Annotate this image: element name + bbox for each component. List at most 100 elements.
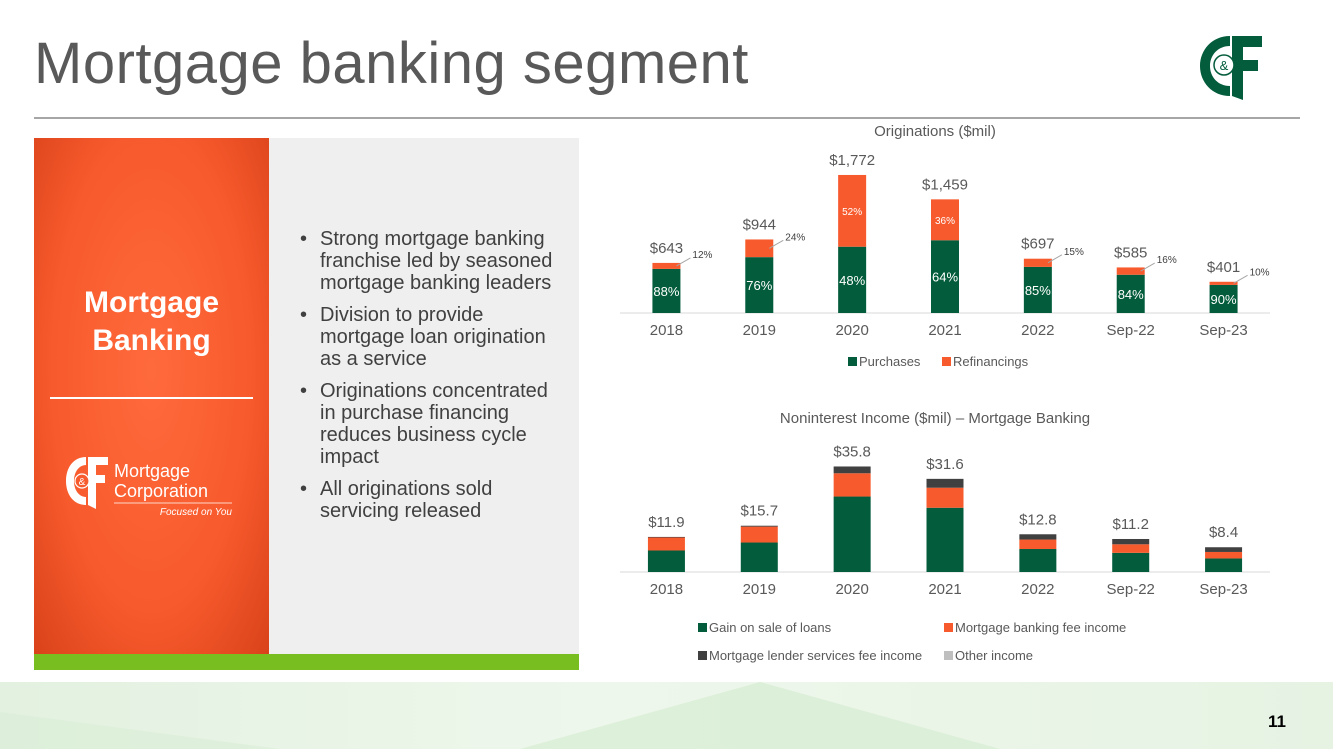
bar-segment: [740, 526, 778, 543]
x-tick-label: Sep-22: [1107, 581, 1155, 598]
bar-segment: [838, 174, 867, 247]
legend-swatch: [698, 651, 707, 660]
x-tick-label: 2019: [743, 581, 776, 598]
legend-label: Refinancings: [953, 354, 1029, 369]
bar-segment: [833, 466, 871, 474]
bullet-icon: •: [300, 478, 308, 500]
logo-tagline: Focused on You: [160, 507, 233, 518]
total-label: $35.8: [833, 443, 871, 460]
legend-swatch: [698, 623, 707, 632]
total-label: $585: [1114, 244, 1147, 261]
legend-label: Other income: [955, 648, 1033, 663]
legend-label: Mortgage lender services fee income: [709, 648, 922, 663]
bar-segment: [838, 246, 867, 313]
label-leader-line: [769, 239, 784, 249]
x-tick-label: Sep-22: [1107, 322, 1155, 339]
legend-swatch: [944, 651, 953, 660]
legend-swatch: [848, 357, 857, 366]
bullet-item: • All originations sold servicing release…: [300, 478, 568, 522]
cf-mortgage-corporation-logo: & Mortgage Corporation Focused on You: [66, 457, 233, 518]
data-label: 15%: [1064, 247, 1084, 258]
x-tick-label: 2019: [743, 322, 776, 339]
label-leader-line: [676, 257, 691, 267]
bar-segment: [1205, 558, 1243, 572]
panel-heading-line2: Banking: [92, 324, 211, 357]
data-label: 48%: [839, 273, 865, 288]
bar-segment: [647, 536, 685, 538]
x-tick-label: 2018: [650, 322, 683, 339]
x-tick-label: 2021: [928, 581, 961, 598]
green-accent-strip: [34, 654, 579, 670]
bar-segment: [745, 239, 774, 258]
bullet-text: Strong mortgage banking franchise led by…: [320, 228, 553, 294]
total-label: $8.4: [1209, 524, 1238, 541]
bullet-text: All originations sold servicing released: [320, 478, 493, 522]
label-leader-line: [1140, 262, 1155, 272]
legend-label: Mortgage banking fee income: [955, 620, 1126, 635]
legend-swatch: [944, 623, 953, 632]
bar-segment: [1019, 549, 1057, 572]
bar-segment: [1112, 544, 1150, 553]
x-tick-label: 2020: [835, 581, 868, 598]
data-label: 76%: [746, 278, 772, 293]
bar-segment: [926, 478, 964, 488]
bar-segment: [1019, 534, 1057, 540]
data-label: 36%: [935, 216, 955, 227]
originations-chart: Originations ($mil) 88% 12% $643 2018 76% 24% $…: [620, 123, 1270, 369]
total-label: $11.2: [1112, 516, 1148, 533]
data-label: 16%: [1157, 255, 1177, 266]
bar-segment: [1112, 538, 1150, 545]
slide-title: Mortgage banking segment: [34, 31, 749, 96]
data-label: 52%: [842, 207, 862, 218]
data-label: 85%: [1025, 283, 1051, 298]
bullet-text: Division to provide mortgage loan origin…: [320, 304, 546, 370]
total-label: $944: [743, 216, 776, 233]
legend-label: Gain on sale of loans: [709, 620, 832, 635]
total-label: $1,459: [922, 176, 968, 193]
data-label: 12%: [692, 250, 712, 261]
x-tick-label: Sep-23: [1199, 322, 1247, 339]
bar-segment: [740, 542, 778, 572]
total-label: $697: [1021, 236, 1054, 253]
bar-segment: [1112, 552, 1150, 572]
bar-segment: [1023, 258, 1052, 267]
title-divider: [34, 117, 1300, 119]
svg-text:&: &: [1220, 58, 1229, 73]
panel-heading: Mortgage Banking: [34, 284, 269, 360]
total-label: $1,772: [829, 152, 875, 169]
bar-segment: [926, 507, 964, 572]
page-number: 11: [1268, 712, 1286, 731]
data-label: 84%: [1118, 287, 1144, 302]
total-label: $643: [650, 240, 683, 257]
svg-text:&: &: [79, 477, 86, 488]
label-leader-line: [1047, 254, 1063, 264]
x-tick-label: 2022: [1021, 581, 1054, 598]
bar-segment: [833, 473, 871, 497]
bar-segment: [1205, 547, 1243, 552]
bar-segment: [652, 268, 681, 313]
bar-segment: [652, 262, 681, 269]
x-tick-label: 2021: [928, 322, 961, 339]
bullet-icon: •: [300, 228, 308, 250]
bar-segment: [647, 537, 685, 551]
label-leader-line: [1233, 274, 1248, 284]
bar-segment: [1019, 539, 1057, 550]
total-label: $12.8: [1019, 511, 1057, 528]
mortgage-banking-panel: Mortgage Banking & Mortgage Corporation …: [34, 138, 269, 654]
chart-title: Originations ($mil): [874, 123, 996, 140]
total-label: $31.6: [926, 456, 964, 473]
bar-segment: [833, 496, 871, 572]
total-label: $401: [1207, 259, 1240, 276]
bar-segment: [740, 525, 778, 527]
total-label: $11.9: [648, 514, 684, 531]
legend-label: Purchases: [859, 354, 921, 369]
data-label: 10%: [1250, 267, 1270, 278]
bullet-item: • Strong mortgage banking franchise led b…: [300, 228, 568, 294]
bar-segment: [1116, 267, 1145, 275]
logo-text-line1: Mortgage: [114, 461, 190, 481]
cf-logo-icon: &: [1200, 36, 1262, 100]
bar-segment: [1209, 281, 1238, 285]
bullet-text: Originations concentrated in purchase fi…: [320, 380, 548, 468]
left-panel: Mortgage Banking & Mortgage Corporation …: [34, 138, 579, 670]
bar-segment: [931, 240, 959, 313]
